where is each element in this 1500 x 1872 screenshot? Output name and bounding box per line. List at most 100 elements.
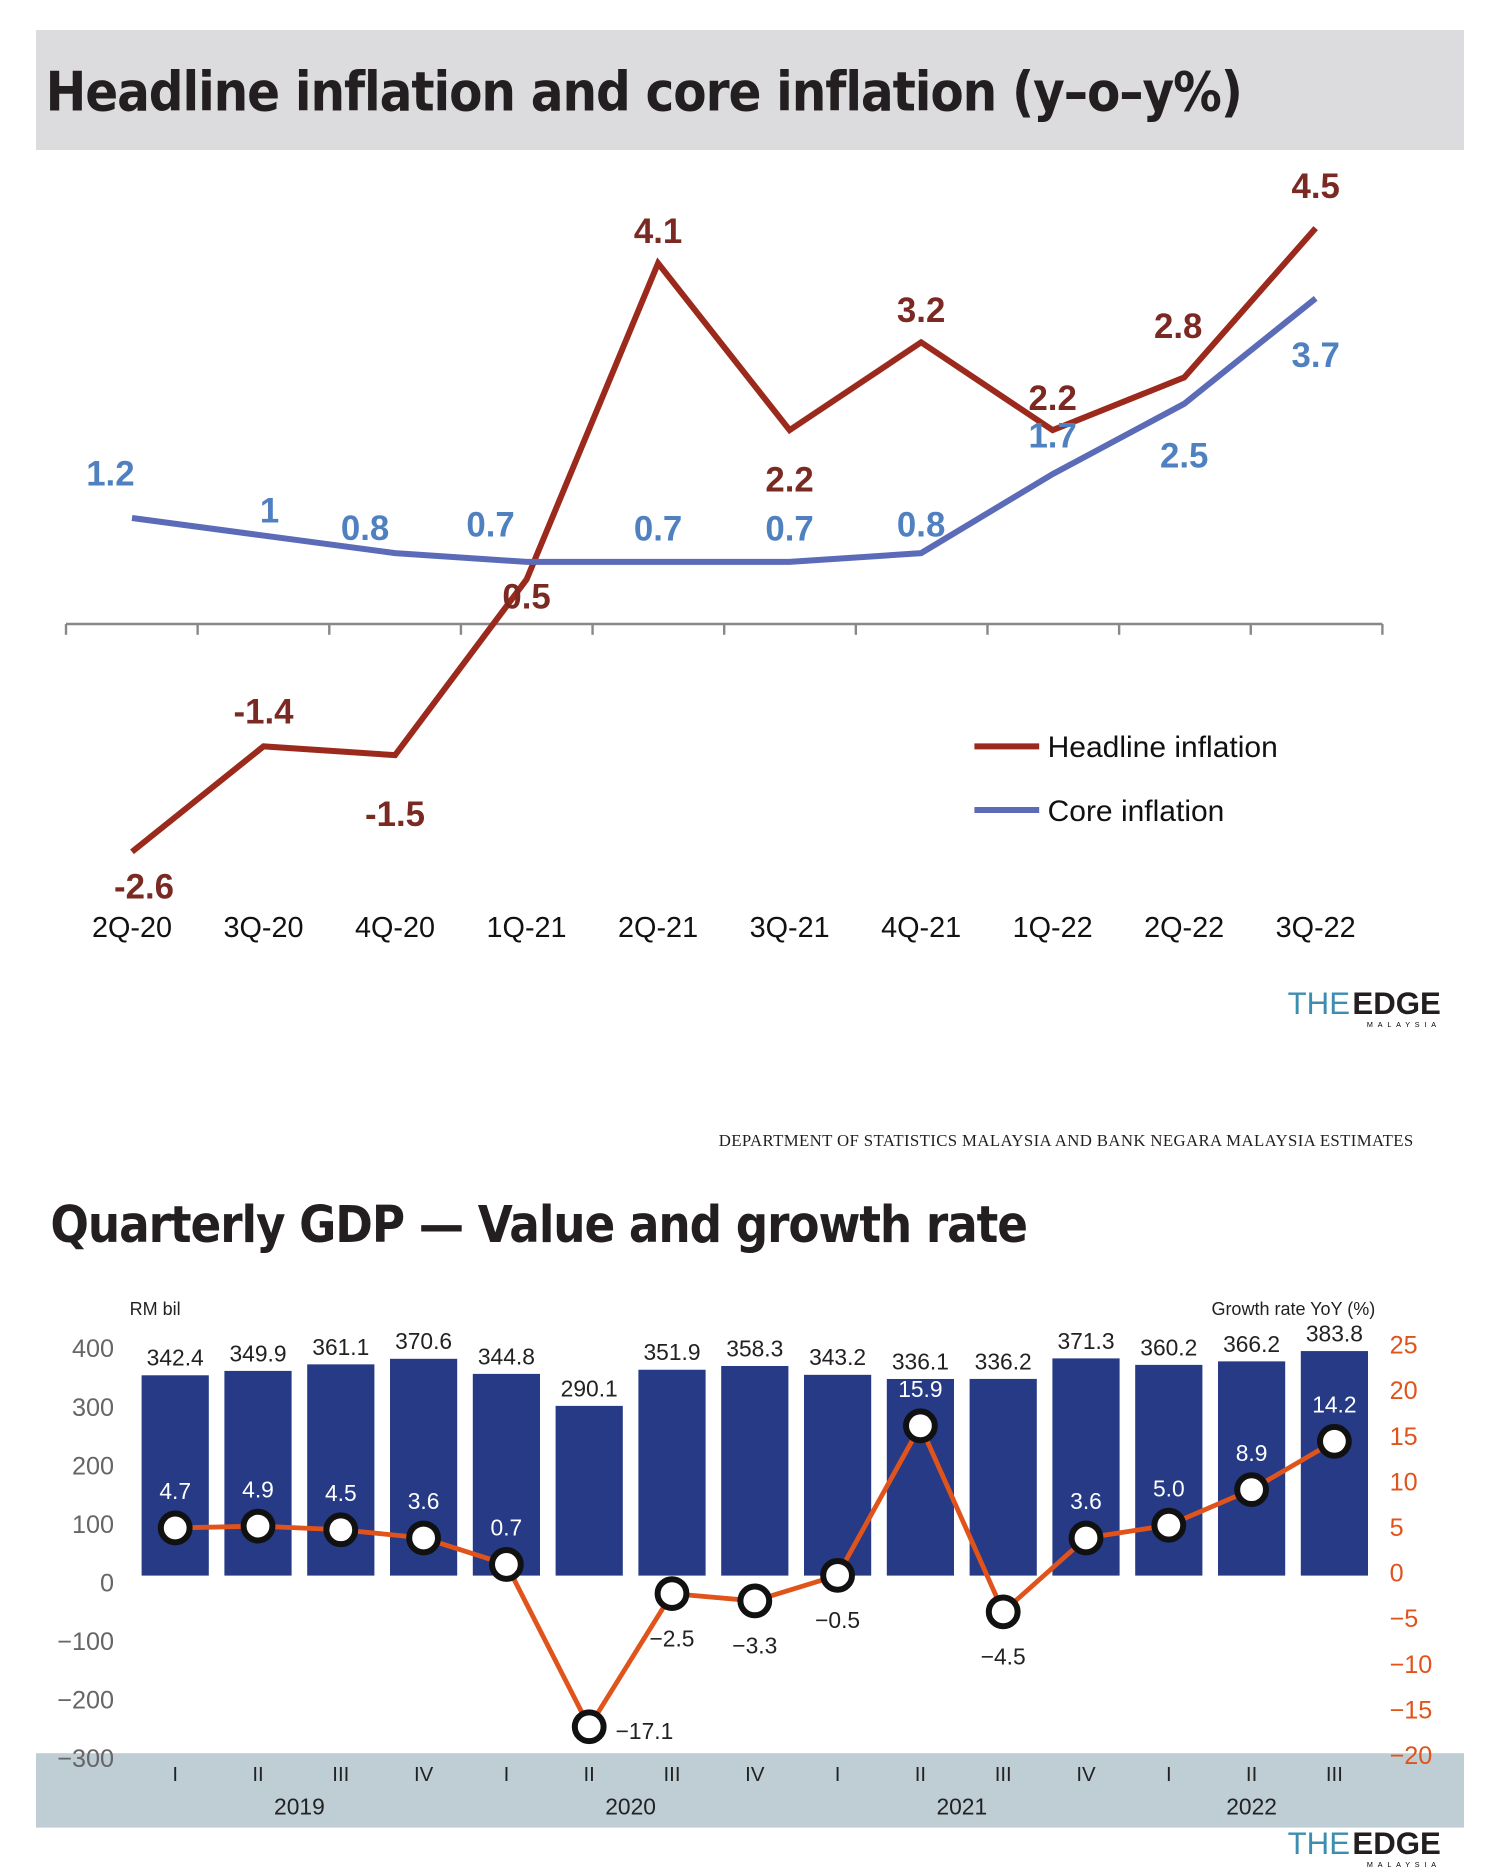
the-edge-logo-bottom: THEEDGE MALAYSIA [1288,1826,1441,1870]
right-axis-tick: −15 [1390,1696,1433,1724]
legend-label: Core inflation [1048,795,1225,828]
bar-value-label: 349.9 [229,1340,286,1366]
category-band [36,1753,1464,1828]
growth-point [406,1520,442,1556]
growth-label: 15.9 [898,1376,942,1402]
quarter-label: III [664,1764,681,1786]
data-label: -2.6 [114,868,174,907]
source-note: DEPARTMENT OF STATISTICS MALAYSIA AND BA… [718,1132,1414,1151]
data-label: 1.7 [1028,417,1076,456]
quarter-label: IV [1076,1764,1096,1786]
gdp-bar [472,1373,540,1576]
gdp-chart-title: Quarterly GDP — Value and growth rate [50,1195,1028,1254]
growth-label: 8.9 [1236,1440,1268,1466]
quarter-label: I [835,1764,841,1786]
year-label: 2020 [605,1793,656,1819]
data-label: 0.7 [765,509,813,548]
growth-label: −0.5 [815,1607,860,1633]
gdp-bar [804,1374,872,1576]
right-axis-tick: 10 [1390,1468,1418,1496]
growth-point [571,1709,607,1745]
x-tick-label: 3Q-20 [223,912,303,944]
left-axis-tick: 200 [72,1452,114,1480]
growth-label: 3.6 [1070,1488,1102,1514]
the-edge-logo-top: THEEDGE MALAYSIA [1288,986,1441,1030]
data-label: 0.5 [502,577,550,616]
gdp-bar [1218,1361,1286,1576]
growth-point [157,1510,193,1546]
bar-value-label: 366.2 [1223,1331,1280,1357]
right-axis-tick: 20 [1390,1377,1418,1405]
x-tick-label: 3Q-21 [750,912,830,944]
data-label: 0.7 [466,506,514,545]
growth-label: 4.9 [242,1476,274,1502]
bar-value-label: 371.3 [1057,1328,1114,1354]
bar-value-label: 370.6 [395,1328,452,1354]
bar-value-label: 336.1 [892,1348,949,1374]
growth-point [489,1547,524,1582]
gdp-bar [1300,1351,1368,1576]
x-tick-label: 3Q-22 [1276,912,1356,944]
data-label: 0.7 [634,509,682,548]
gdp-bar [638,1369,706,1576]
growth-point [654,1576,690,1612]
quarter-label: III [995,1764,1012,1786]
growth-point [1234,1472,1270,1508]
data-label: 0.8 [897,505,945,544]
data-label: 3.7 [1291,336,1339,375]
quarter-label: IV [745,1764,765,1786]
year-label: 2019 [274,1793,325,1819]
title-band [36,30,1464,151]
left-axis-label: RM bil [130,1299,181,1319]
bar-value-label: 336.2 [975,1348,1032,1374]
data-label: 1.2 [86,455,134,494]
quarter-label: III [332,1764,349,1786]
right-axis-tick: 5 [1390,1514,1404,1542]
growth-label: 0.7 [491,1515,523,1541]
logo-the: THE [1287,985,1350,1022]
logo-edge: EDGE [1352,985,1441,1022]
right-axis-tick: −5 [1390,1605,1419,1633]
gdp-bar [1135,1364,1203,1576]
growth-label: −4.5 [981,1644,1026,1670]
left-axis-tick: 400 [72,1335,114,1363]
left-axis-tick: 100 [72,1511,114,1539]
right-axis-tick: −20 [1390,1742,1433,1770]
growth-label: 4.7 [159,1478,191,1504]
gdp-bar [224,1370,292,1576]
series-line-core [131,296,1318,565]
gdp-bar [141,1375,209,1576]
growth-point [820,1557,856,1593]
quarter-label: I [1166,1764,1172,1786]
gdp-bar [555,1405,623,1576]
x-tick-label: 4Q-21 [881,912,961,944]
data-label: -1.4 [234,693,295,732]
data-label: 1 [260,491,279,530]
data-label: 2.2 [765,460,813,499]
x-tick-label: 1Q-21 [487,912,567,944]
x-tick-label: 1Q-22 [1013,912,1093,944]
gdp-bar [721,1365,789,1576]
growth-label: −2.5 [649,1625,694,1651]
logo-the: THE [1287,1825,1350,1862]
left-axis-tick: 300 [72,1394,114,1422]
year-label: 2022 [1226,1793,1277,1819]
data-label: 2.2 [1028,379,1076,418]
quarter-label: I [172,1764,178,1786]
inflation-chart-title: Headline inflation and core inflation (y… [45,60,1243,124]
data-label: 4.5 [1291,167,1339,206]
growth-label: 4.5 [325,1480,357,1506]
quarter-label: II [915,1764,926,1786]
right-axis-label: Growth rate YoY (%) [1211,1299,1375,1319]
bar-value-label: 290.1 [561,1375,618,1401]
quarter-label: III [1326,1764,1343,1786]
year-label: 2021 [936,1793,987,1819]
data-label: 0.8 [341,509,389,548]
bar-value-label: 351.9 [643,1339,700,1365]
bar-value-label: 361.1 [312,1334,369,1360]
x-tick-label: 2Q-20 [92,912,172,944]
growth-label: −17.1 [616,1718,674,1744]
logo-sub: MALAYSIA [1366,1862,1441,1870]
